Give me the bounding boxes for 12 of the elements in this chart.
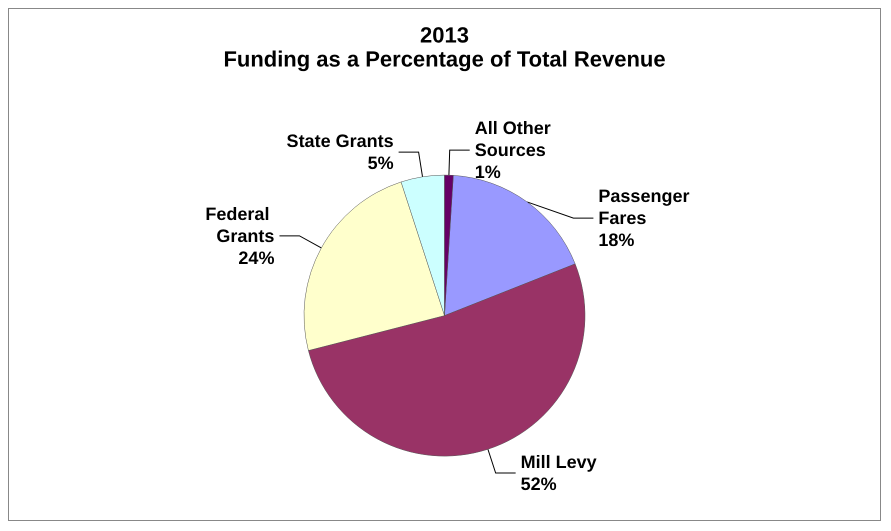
slice-label: All Other Sources	[474, 118, 556, 160]
data-label: 5%	[368, 153, 394, 174]
data-label: 24%	[238, 248, 274, 268]
chart-title: 2013	[420, 22, 469, 48]
data-label: 1%	[474, 162, 501, 182]
data-label: 18%	[598, 230, 634, 250]
chart-subtitle: Funding as a Percentage of Total Revenue	[223, 46, 666, 72]
slice-label: State Grants	[286, 131, 394, 152]
slice-label: Federal Grants	[205, 204, 274, 246]
slice-label: Mill Levy	[520, 452, 597, 472]
data-label: 52%	[520, 474, 557, 494]
slice-label: Passenger Fares	[598, 186, 694, 228]
